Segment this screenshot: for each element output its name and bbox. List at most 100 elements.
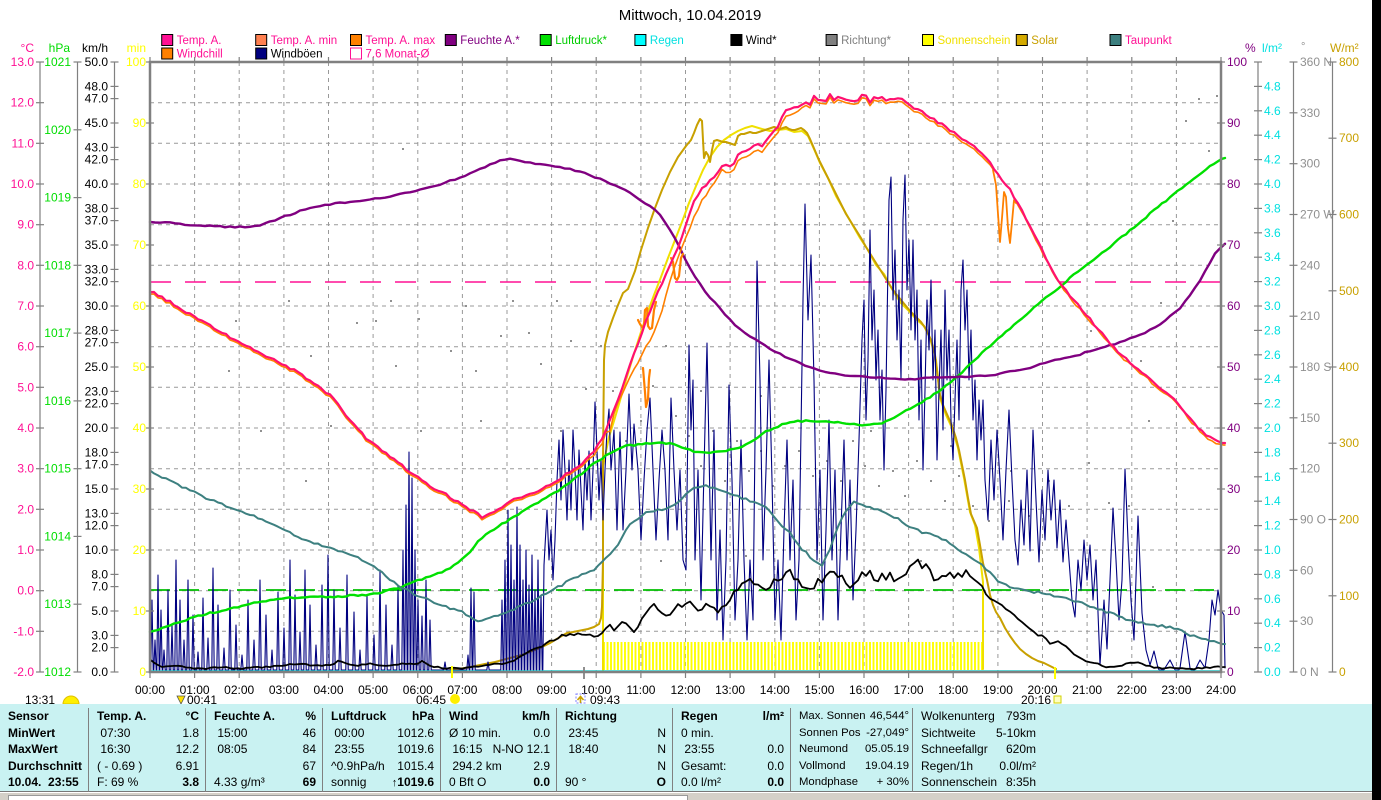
svg-text:210: 210	[1300, 309, 1320, 323]
svg-text:1.0: 1.0	[1264, 543, 1281, 557]
svg-text:Wind*: Wind*	[746, 35, 777, 47]
svg-text:14:00: 14:00	[760, 683, 790, 697]
svg-text:%: %	[1245, 41, 1256, 55]
svg-text:3.8: 3.8	[1264, 201, 1281, 215]
svg-text:22.0: 22.0	[85, 397, 109, 411]
svg-text:270 W: 270 W	[1300, 208, 1335, 222]
svg-text:4.8: 4.8	[1264, 79, 1281, 93]
svg-text:10:00: 10:00	[581, 683, 611, 697]
svg-text:32.0: 32.0	[85, 275, 109, 289]
svg-text:0: 0	[1227, 665, 1234, 679]
svg-text:Windchill: Windchill	[177, 49, 223, 61]
svg-text:40.0: 40.0	[85, 177, 109, 191]
svg-text:1021: 1021	[44, 55, 71, 69]
svg-text:3.4: 3.4	[1264, 250, 1281, 264]
svg-text:400: 400	[1339, 360, 1359, 374]
svg-text:90 O: 90 O	[1300, 513, 1326, 527]
svg-text:W/m²: W/m²	[1330, 41, 1359, 55]
svg-text:8.0: 8.0	[91, 567, 108, 581]
svg-text:11:00: 11:00	[626, 683, 655, 697]
svg-text:4.6: 4.6	[1264, 104, 1281, 118]
svg-text:Temp. A. max: Temp. A. max	[366, 35, 436, 47]
svg-text:17:00: 17:00	[894, 683, 924, 697]
svg-text:1015: 1015	[44, 462, 71, 476]
svg-text:10: 10	[1227, 604, 1241, 618]
svg-text:30: 30	[133, 482, 147, 496]
svg-text:90: 90	[133, 116, 147, 130]
svg-text:4.4: 4.4	[1264, 128, 1281, 142]
svg-text:48.0: 48.0	[85, 79, 109, 93]
svg-text:0.4: 0.4	[1264, 616, 1281, 630]
svg-text:1012: 1012	[44, 665, 71, 679]
svg-text:330: 330	[1300, 106, 1320, 120]
svg-text:km/h: km/h	[82, 41, 108, 55]
svg-text:08:00: 08:00	[492, 683, 522, 697]
svg-text:1.0: 1.0	[17, 543, 34, 557]
svg-text:01:00: 01:00	[180, 683, 210, 697]
svg-text:100: 100	[126, 55, 146, 69]
svg-text:24:00: 24:00	[1206, 683, 1236, 697]
svg-text:1018: 1018	[44, 258, 71, 272]
svg-text:20:00: 20:00	[1027, 683, 1057, 697]
svg-text:1.6: 1.6	[1264, 470, 1281, 484]
svg-text:150: 150	[1300, 411, 1320, 425]
svg-text:60: 60	[1300, 563, 1314, 577]
svg-text:3.2: 3.2	[1264, 275, 1281, 289]
svg-text:120: 120	[1300, 462, 1320, 476]
svg-text:2.2: 2.2	[1264, 397, 1281, 411]
svg-text:1019: 1019	[44, 191, 71, 205]
svg-text:1014: 1014	[44, 529, 71, 543]
svg-text:17.0: 17.0	[85, 458, 109, 472]
svg-text:3.0: 3.0	[1264, 299, 1281, 313]
svg-text:06:00: 06:00	[403, 683, 433, 697]
svg-text:8.0: 8.0	[17, 258, 34, 272]
svg-text:02:00: 02:00	[224, 683, 254, 697]
svg-text:60: 60	[1227, 299, 1241, 313]
svg-text:3.6: 3.6	[1264, 226, 1281, 240]
svg-text:20.0: 20.0	[85, 421, 109, 435]
svg-text:1017: 1017	[44, 326, 71, 340]
svg-text:19:00: 19:00	[983, 683, 1013, 697]
svg-text:600: 600	[1339, 208, 1359, 222]
svg-text:4.0: 4.0	[1264, 177, 1281, 191]
svg-text:-1.0: -1.0	[13, 624, 34, 638]
svg-text:0: 0	[1339, 665, 1346, 679]
svg-text:l/m²: l/m²	[1262, 41, 1282, 55]
svg-text:0 N: 0 N	[1300, 665, 1319, 679]
svg-text:20: 20	[133, 543, 147, 557]
svg-text:0: 0	[139, 665, 146, 679]
svg-text:70: 70	[1227, 238, 1241, 252]
svg-text:Temp. A. min: Temp. A. min	[271, 35, 337, 47]
svg-text:22:00: 22:00	[1117, 683, 1147, 697]
svg-text:hPa: hPa	[49, 41, 71, 55]
svg-text:Temp. A.: Temp. A.	[177, 35, 222, 47]
svg-text:0.2: 0.2	[1264, 641, 1281, 655]
svg-text:700: 700	[1339, 131, 1359, 145]
svg-text:13:00: 13:00	[715, 683, 745, 697]
svg-text:360 N: 360 N	[1300, 55, 1332, 69]
svg-text:15.0: 15.0	[85, 482, 109, 496]
svg-text:00:41: 00:41	[187, 693, 217, 707]
svg-text:37.0: 37.0	[85, 214, 109, 228]
svg-text:240: 240	[1300, 258, 1320, 272]
svg-text:300: 300	[1339, 436, 1359, 450]
svg-text:min: min	[127, 41, 146, 55]
svg-text:5.0: 5.0	[17, 380, 34, 394]
svg-text:70: 70	[133, 238, 147, 252]
svg-text:0.0: 0.0	[17, 584, 34, 598]
svg-text:06:45: 06:45	[416, 693, 446, 707]
svg-text:0.0: 0.0	[1264, 665, 1281, 679]
svg-text:2.0: 2.0	[91, 641, 108, 655]
svg-text:23:00: 23:00	[1161, 683, 1191, 697]
svg-text:21:00: 21:00	[1072, 683, 1102, 697]
svg-text:100: 100	[1339, 589, 1359, 603]
svg-text:80: 80	[1227, 177, 1241, 191]
svg-text:80: 80	[133, 177, 147, 191]
svg-text:05:00: 05:00	[358, 683, 388, 697]
svg-text:3.0: 3.0	[91, 628, 108, 642]
svg-text:10.0: 10.0	[85, 543, 109, 557]
svg-text:2.4: 2.4	[1264, 372, 1281, 386]
svg-text:15:00: 15:00	[804, 683, 834, 697]
svg-text:1013: 1013	[44, 597, 71, 611]
svg-text:18:00: 18:00	[938, 683, 968, 697]
